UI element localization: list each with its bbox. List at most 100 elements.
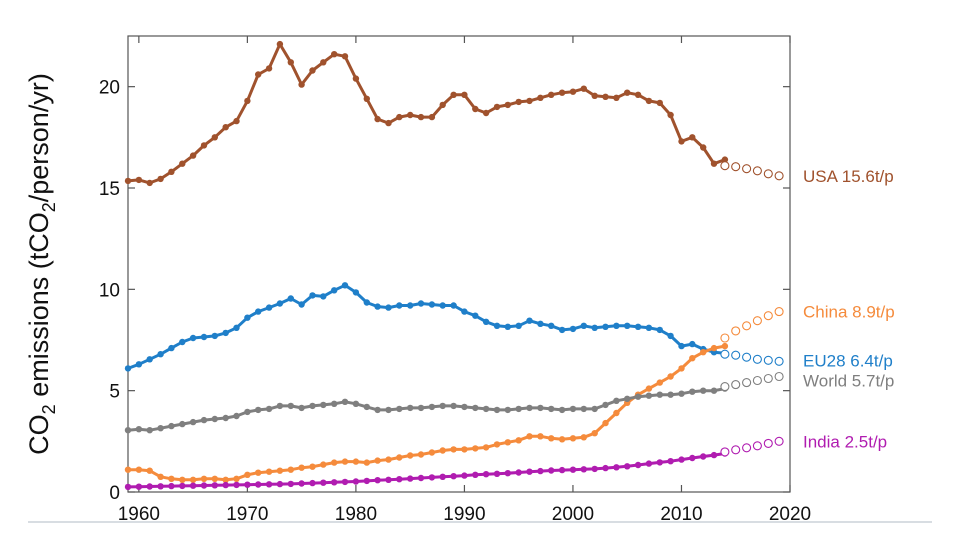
data-point <box>233 117 240 125</box>
projection-point <box>742 378 752 388</box>
data-point <box>428 403 436 411</box>
data-point <box>211 134 218 141</box>
data-point <box>189 476 197 483</box>
data-point <box>526 468 533 475</box>
data-point <box>656 326 663 334</box>
data-point <box>320 479 327 486</box>
data-point <box>515 469 522 476</box>
data-point <box>482 318 490 325</box>
data-point <box>200 416 208 424</box>
data-point <box>341 458 349 465</box>
data-point <box>569 88 577 95</box>
data-point <box>602 464 609 472</box>
data-point <box>515 405 522 413</box>
data-point <box>591 92 598 100</box>
data-point <box>689 454 696 462</box>
projection-point <box>720 333 730 343</box>
data-point <box>428 113 436 121</box>
data-point <box>537 467 544 475</box>
projection-point <box>763 438 773 448</box>
data-point <box>124 466 132 473</box>
data-point <box>450 446 457 453</box>
data-point <box>385 406 392 414</box>
data-point <box>352 478 360 485</box>
data-point <box>168 344 175 352</box>
data-point <box>417 113 425 121</box>
series-3 <box>124 371 784 434</box>
data-point <box>407 475 414 482</box>
data-point <box>417 300 425 307</box>
data-point <box>320 461 327 468</box>
data-point <box>363 459 370 466</box>
data-point <box>472 445 479 452</box>
data-point <box>558 466 566 474</box>
projection-point <box>763 373 773 384</box>
data-point <box>189 482 197 489</box>
data-point <box>244 97 251 105</box>
data-point <box>504 439 511 446</box>
data-point <box>255 481 262 488</box>
data-point <box>667 111 674 119</box>
data-point <box>331 479 338 486</box>
data-point <box>396 454 403 461</box>
data-point <box>710 160 718 167</box>
data-point <box>287 402 294 410</box>
data-point <box>710 344 718 352</box>
data-point <box>710 451 718 459</box>
data-point <box>374 477 381 484</box>
data-point <box>645 385 653 392</box>
data-point <box>493 441 501 448</box>
data-point <box>385 476 392 483</box>
data-point <box>157 175 164 183</box>
data-point <box>591 430 598 437</box>
data-point <box>548 405 555 413</box>
data-point <box>678 456 685 463</box>
series-line <box>127 42 726 185</box>
data-point <box>211 482 218 489</box>
series-line <box>128 344 726 482</box>
data-point <box>168 422 175 430</box>
data-point <box>146 483 153 490</box>
data-point <box>645 392 653 399</box>
y-axis-label-part: CO <box>24 414 54 455</box>
data-point <box>341 282 349 289</box>
data-point <box>613 94 620 102</box>
data-point <box>157 425 164 432</box>
data-point <box>341 478 349 486</box>
projection-point <box>752 166 762 176</box>
data-point <box>385 304 392 311</box>
data-point <box>255 469 262 476</box>
data-point <box>537 320 544 327</box>
data-point <box>634 323 642 330</box>
data-point <box>179 160 186 167</box>
data-point <box>233 475 240 482</box>
data-point <box>320 401 327 409</box>
data-point <box>548 467 555 474</box>
data-point <box>645 97 653 105</box>
data-point <box>244 314 251 321</box>
data-point <box>439 302 446 309</box>
data-point <box>482 444 490 451</box>
x-tick-label: 2010 <box>660 504 702 525</box>
data-point <box>450 302 457 309</box>
series-4 <box>124 436 784 491</box>
data-point <box>461 91 468 99</box>
data-point <box>472 404 479 412</box>
plot-border <box>127 35 791 493</box>
data-point <box>135 176 143 184</box>
data-point <box>482 109 490 117</box>
data-point <box>580 322 587 329</box>
data-point <box>233 481 240 489</box>
data-point <box>461 472 468 479</box>
data-point <box>352 458 360 465</box>
data-point <box>211 475 218 482</box>
data-point <box>624 395 631 402</box>
data-point <box>624 463 631 470</box>
y-tick-label: 20 <box>99 78 120 99</box>
x-tick-label: 1980 <box>335 504 377 525</box>
data-point <box>537 94 544 102</box>
data-point <box>472 471 479 478</box>
data-point <box>407 111 414 119</box>
data-point <box>146 467 153 474</box>
x-tick-label: 1970 <box>226 504 268 525</box>
